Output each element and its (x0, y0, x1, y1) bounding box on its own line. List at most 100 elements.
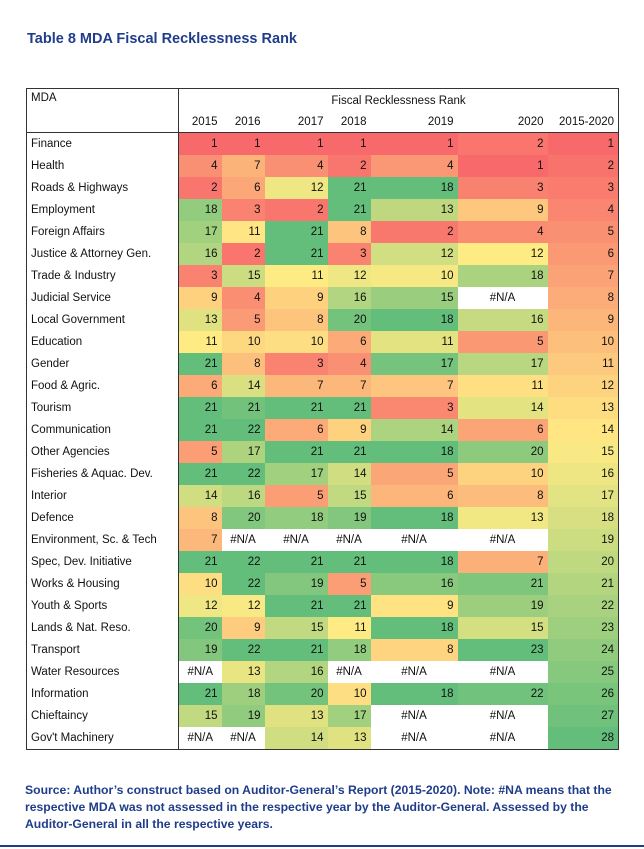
mda-name-cell: Foreign Affairs (26, 221, 179, 243)
source-note: Source: Author’s construct based on Audi… (25, 783, 612, 831)
table-row: Employment 18 3 2 21 13 9 4 (26, 199, 619, 221)
rank-cell: 16 (370, 573, 458, 595)
rank-cell: #N/A (457, 705, 548, 727)
rank-cell: 18 (221, 683, 265, 705)
mda-name-cell: Transport (26, 639, 179, 661)
table-row: Health 4 7 4 2 4 1 2 (26, 155, 619, 177)
rank-cell: 8 (457, 485, 548, 507)
rank-cell: 21 (264, 243, 328, 265)
rank-cell: 21 (178, 683, 222, 705)
rank-cell: #N/A (264, 529, 328, 551)
rank-cell: 4 (264, 155, 328, 177)
rank-cell: #N/A (370, 727, 458, 750)
rank-cell: 21 (178, 397, 222, 419)
rank-cell: 3 (264, 353, 328, 375)
rank-cell: 20 (457, 441, 548, 463)
rank-cell: 2 (221, 243, 265, 265)
rank-cell: 13 (370, 199, 458, 221)
mda-name-cell: Local Government (26, 309, 179, 331)
mda-name-cell: Food & Agric. (26, 375, 179, 397)
rank-cell: 5 (221, 309, 265, 331)
rank-cell: 21 (178, 419, 222, 441)
rank-cell: 10 (221, 331, 265, 353)
rank-cell: 3 (457, 177, 548, 199)
rank-cell: 12 (370, 243, 458, 265)
mda-name-cell: Judicial Service (26, 287, 179, 309)
rank-cell: 21 (264, 221, 328, 243)
rank-cell: 13 (327, 727, 371, 750)
rank-cell: 18 (370, 309, 458, 331)
mda-column-header: MDA (26, 88, 179, 112)
rank-cell: 16 (178, 243, 222, 265)
year-header: 2020 (457, 112, 548, 133)
rank-cell: 12 (327, 265, 371, 287)
rank-cell: 19 (457, 595, 548, 617)
rank-cell: 18 (547, 507, 619, 529)
rank-cell: 21 (327, 199, 371, 221)
rank-cell: 2 (264, 199, 328, 221)
rank-cell: 21 (264, 551, 328, 573)
rank-cell: 5 (457, 331, 548, 353)
year-header: 2018 (327, 112, 371, 133)
rank-cell: 16 (457, 309, 548, 331)
table-row: Communication 21 22 6 9 14 6 14 (26, 419, 619, 441)
rank-cell: 19 (264, 573, 328, 595)
rank-cell: #N/A (327, 661, 371, 683)
table-row: Finance 1 1 1 1 1 2 1 (26, 132, 619, 155)
rank-cell: 21 (221, 397, 265, 419)
table-row: Trade & Industry 3 15 11 12 10 18 7 (26, 265, 619, 287)
rank-cell: #N/A (370, 705, 458, 727)
rank-cell: 21 (327, 397, 371, 419)
rank-cell: 10 (457, 463, 548, 485)
rank-cell: 18 (327, 639, 371, 661)
rank-cell: 6 (264, 419, 328, 441)
mda-name-cell: Youth & Sports (26, 595, 179, 617)
mda-name-cell: Works & Housing (26, 573, 179, 595)
rank-cell: 18 (178, 199, 222, 221)
rank-cell: 9 (457, 199, 548, 221)
rank-cell: 4 (457, 221, 548, 243)
rank-table: MDA Fiscal Recklessness Rank 2015 2016 2… (26, 88, 620, 750)
rank-cell: 11 (457, 375, 548, 397)
rank-cell: #N/A (221, 529, 265, 551)
mda-name-cell: Justice & Attorney Gen. (26, 243, 179, 265)
rank-cell: 15 (370, 287, 458, 309)
rank-cell: #N/A (178, 727, 222, 750)
rank-cell: 23 (457, 639, 548, 661)
rank-cell: #N/A (370, 529, 458, 551)
table-row: Local Government 13 5 8 20 18 16 9 (26, 309, 619, 331)
rank-cell: 19 (327, 507, 371, 529)
rank-cell: 11 (547, 353, 619, 375)
rank-cell: 12 (264, 177, 328, 199)
mda-header-spacer (26, 112, 179, 133)
rank-cell: 3 (221, 199, 265, 221)
mda-name-cell: Communication (26, 419, 179, 441)
rank-cell: 17 (547, 485, 619, 507)
rank-cell: 2 (178, 177, 222, 199)
rank-cell: 17 (264, 463, 328, 485)
rank-cell: 5 (264, 485, 328, 507)
header-row-years: 2015 2016 2017 2018 2019 2020 2015-2020 (26, 112, 619, 133)
rank-cell: 7 (221, 155, 265, 177)
mda-name-cell: Health (26, 155, 179, 177)
rank-cell: 6 (457, 419, 548, 441)
rank-cell: 13 (547, 397, 619, 419)
rank-cell: 14 (457, 397, 548, 419)
rank-cell: 9 (370, 595, 458, 617)
rank-cell: 9 (178, 287, 222, 309)
rank-cell: 13 (264, 705, 328, 727)
rank-cell: 24 (547, 639, 619, 661)
rank-cell: 20 (327, 309, 371, 331)
rank-cell: 21 (327, 595, 371, 617)
rank-cell: 1 (178, 132, 222, 155)
rank-cell: 7 (370, 375, 458, 397)
rank-cell: 18 (370, 177, 458, 199)
table-row: Transport 19 22 21 18 8 23 24 (26, 639, 619, 661)
mda-name-cell: Water Resources (26, 661, 179, 683)
rank-cell: 5 (178, 441, 222, 463)
mda-name-cell: Defence (26, 507, 179, 529)
rank-cell: 12 (221, 595, 265, 617)
rank-cell: 2 (370, 221, 458, 243)
rank-cell: 14 (327, 463, 371, 485)
rank-cell: 19 (547, 529, 619, 551)
